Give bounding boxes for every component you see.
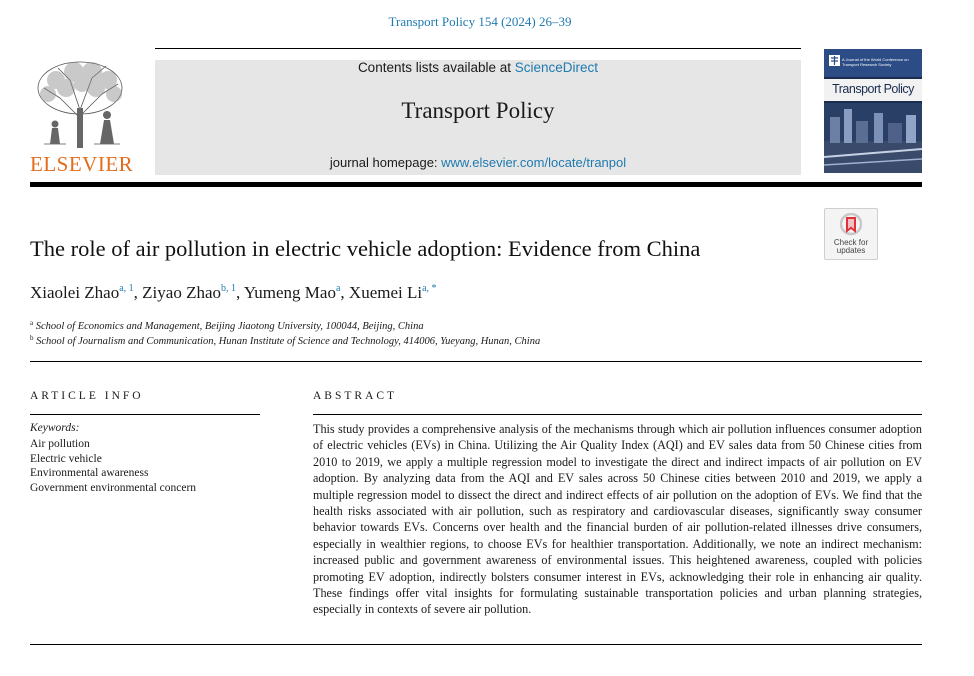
- author-separator: ,: [236, 283, 244, 302]
- keyword-item: Electric vehicle: [30, 452, 102, 465]
- elsevier-tree-logo: [30, 58, 132, 178]
- crossmark-icon: [840, 213, 862, 236]
- abstract-rule: [313, 414, 922, 415]
- cover-top-band: [824, 49, 922, 77]
- affiliation-key: b: [30, 334, 34, 342]
- keywords-heading: Keywords:: [30, 422, 80, 434]
- keyword-list: Air pollution Electric vehicle Environme…: [30, 437, 196, 496]
- homepage-link[interactable]: www.elsevier.com/locate/tranpol: [441, 155, 627, 170]
- author-affiliation-marker[interactable]: a, *: [422, 283, 437, 294]
- affiliation-text: School of Journalism and Communication, …: [36, 336, 541, 347]
- article-info-heading: ARTICLE INFO: [30, 390, 144, 402]
- affiliation-text: School of Economics and Management, Beij…: [35, 321, 424, 332]
- affiliation-key: a: [30, 319, 34, 327]
- affiliation-a: a School of Economics and Management, Be…: [30, 319, 424, 332]
- contents-prefix: Contents lists available at: [357, 60, 515, 75]
- crossmark-label: Check for updates: [825, 239, 877, 255]
- abstract-text: This study provides a comprehensive anal…: [313, 422, 922, 617]
- cover-subtitle: A Journal of the World Conference on Tra…: [842, 57, 909, 67]
- author-affiliation-marker[interactable]: a: [335, 283, 341, 294]
- cover-city-photo: [824, 103, 922, 173]
- journal-header-box: Contents lists available at ScienceDirec…: [155, 60, 801, 175]
- citation-link[interactable]: Transport Policy 154 (2024) 26–39: [388, 14, 572, 29]
- affiliation-b: b School of Journalism and Communication…: [30, 334, 540, 347]
- keyword-item: Air pollution: [30, 438, 90, 450]
- check-for-updates-badge[interactable]: Check for updates: [824, 208, 878, 260]
- crossmark-label-line-1: Check for: [833, 238, 869, 247]
- journal-citation[interactable]: Transport Policy 154 (2024) 26–39: [0, 14, 960, 30]
- affiliation-divider: [30, 361, 922, 362]
- sciencedirect-link[interactable]: ScienceDirect: [514, 60, 599, 75]
- crossmark-label-line-2: updates: [836, 246, 866, 255]
- homepage-prefix: journal homepage:: [329, 155, 442, 170]
- author-separator: ,: [340, 283, 349, 302]
- author-affiliation-marker[interactable]: b, 1: [221, 283, 237, 294]
- cover-wctr-icon: [829, 55, 840, 66]
- article-title: The role of air pollution in electric ve…: [30, 236, 701, 261]
- journal-title: Transport Policy: [401, 98, 555, 123]
- header-thick-rule: [30, 182, 922, 187]
- author-affiliation-marker[interactable]: a, 1: [119, 283, 134, 294]
- homepage-line: journal homepage: www.elsevier.com/locat…: [155, 155, 801, 170]
- publisher-name: ELSEVIER: [30, 152, 134, 176]
- abstract-heading: ABSTRACT: [313, 390, 398, 402]
- cover-title-band: [824, 79, 922, 101]
- journal-cover-image[interactable]: A Journal of the World Conference on Tra…: [824, 49, 922, 173]
- author-name[interactable]: Ziyao Zhao: [142, 283, 222, 302]
- contents-line: Contents lists available at ScienceDirec…: [155, 60, 801, 75]
- author-name[interactable]: Yumeng Mao: [243, 283, 336, 302]
- article-info-rule: [30, 414, 260, 415]
- author-name[interactable]: Xiaolei Zhao: [30, 283, 120, 302]
- author-name[interactable]: Xuemei Li: [348, 283, 423, 302]
- cover-title: Transport Policy: [832, 82, 914, 96]
- keyword-item: Environmental awareness: [30, 467, 149, 480]
- author-list: Xiaolei Zhaoa, 1, Ziyao Zhaob, 1, Yumeng…: [30, 283, 437, 303]
- front-matter-bottom-rule: [30, 644, 922, 645]
- author-separator: ,: [133, 283, 143, 302]
- header-top-rule: [155, 48, 801, 49]
- keyword-item: Government environmental concern: [30, 482, 197, 495]
